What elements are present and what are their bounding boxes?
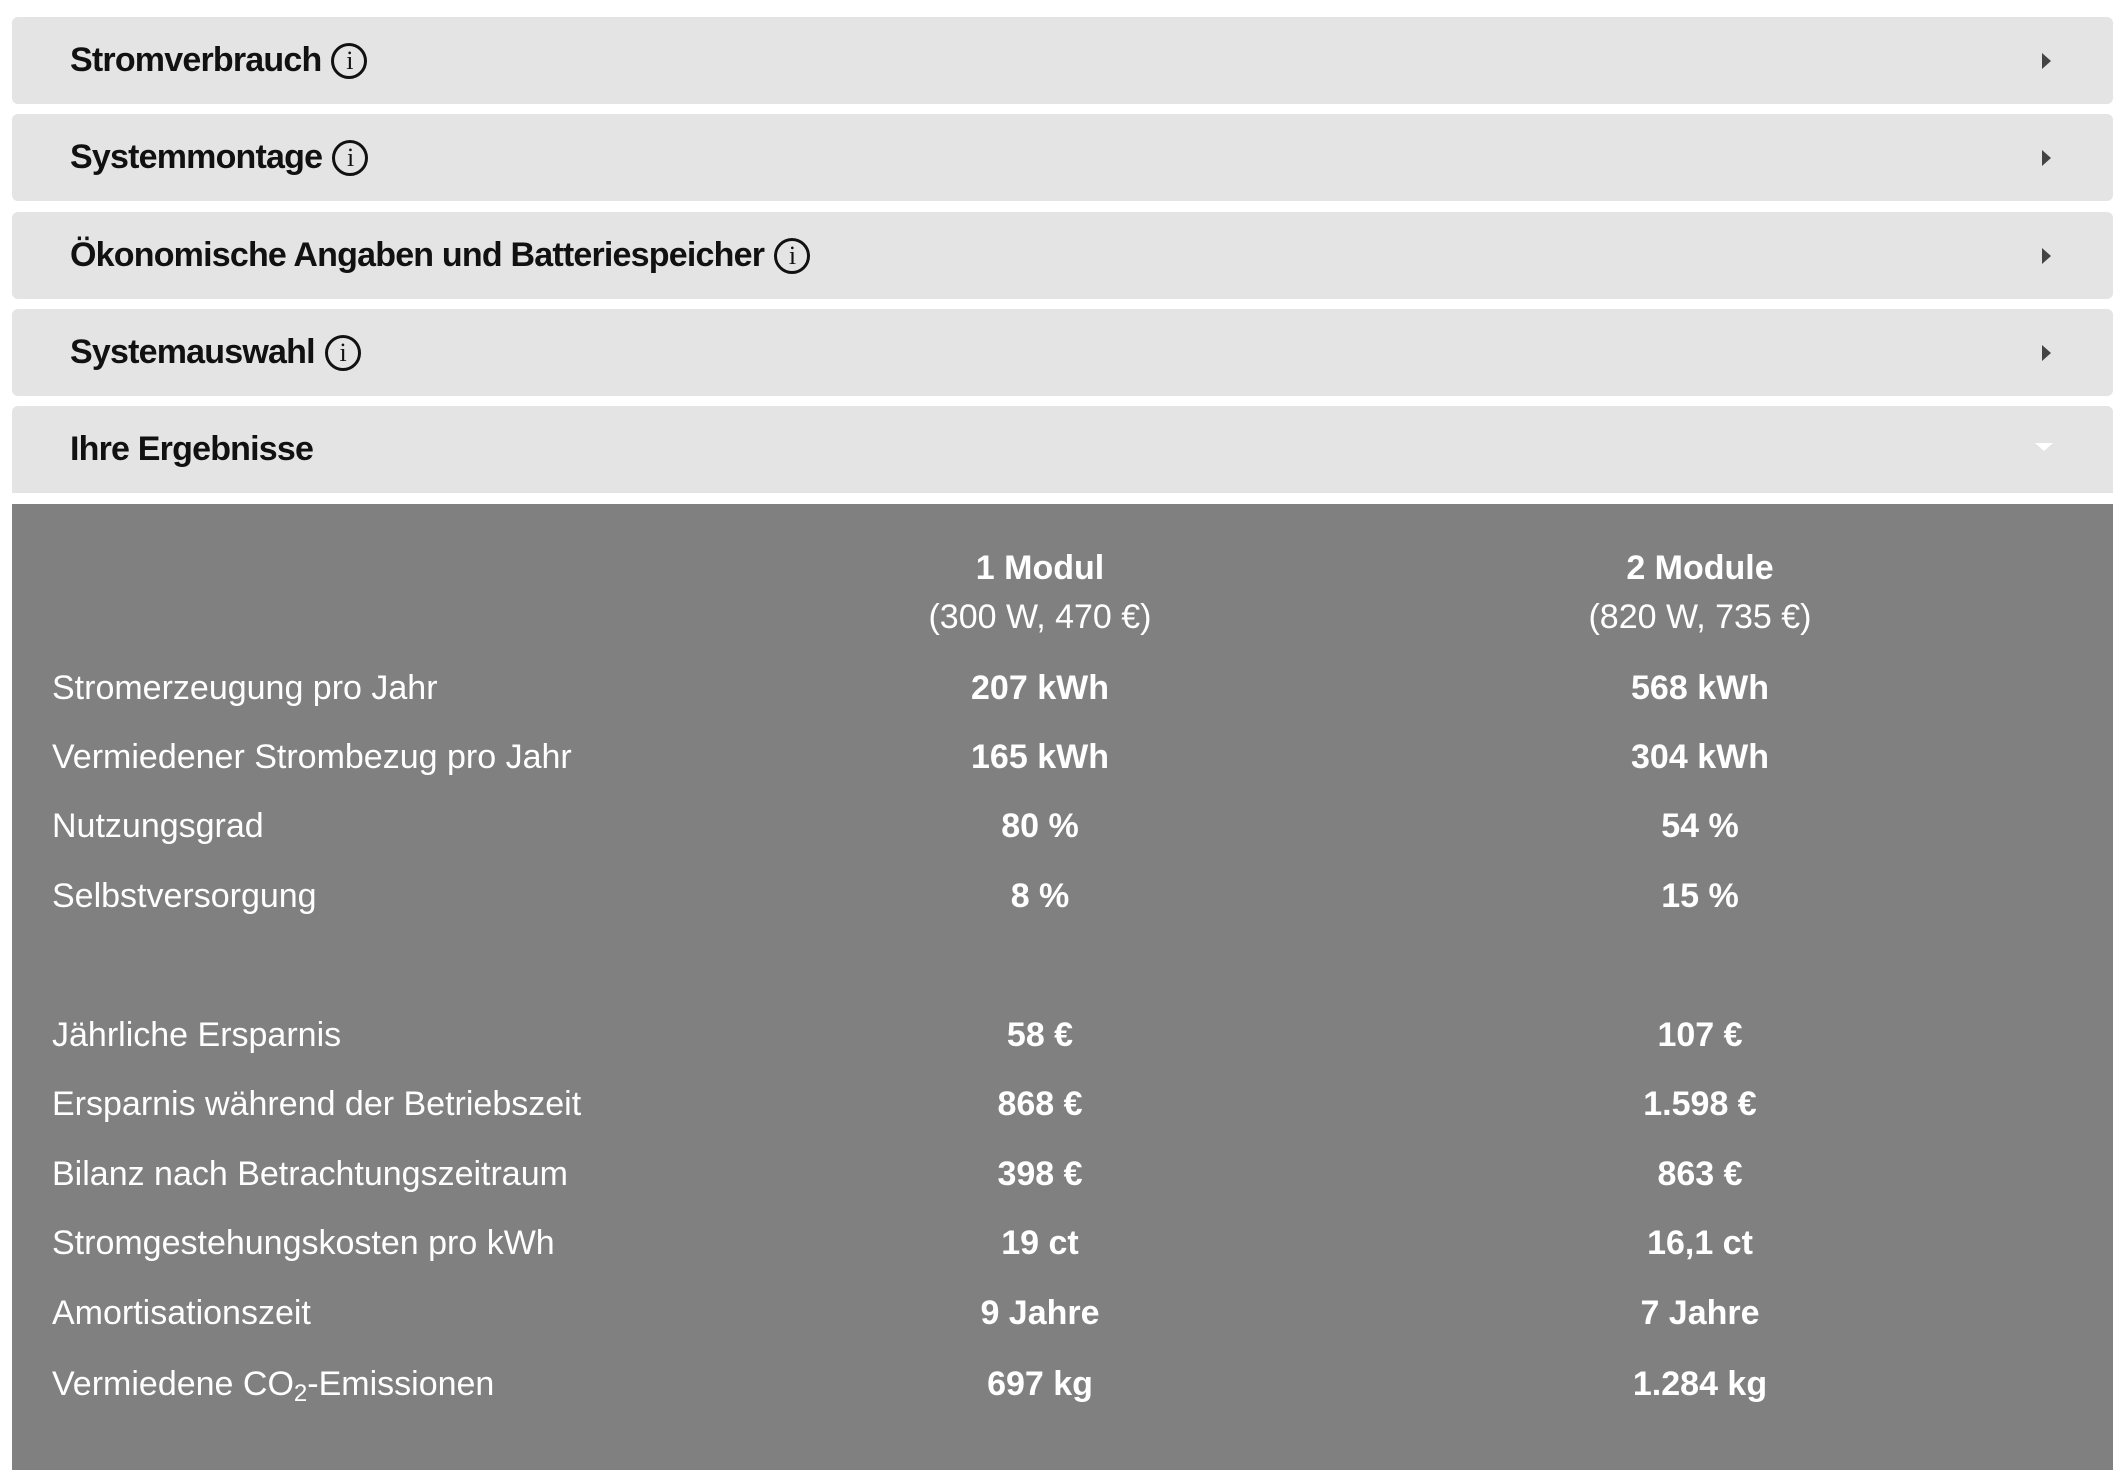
accordion-systemmontage[interactable]: Systemmontage i: [12, 114, 2113, 201]
row-label: Amortisationszeit: [52, 1294, 311, 1332]
accordion-ihre-ergebnisse[interactable]: Ihre Ergebnisse: [12, 406, 2113, 493]
caret-right-icon: [2042, 53, 2051, 69]
column-detail: (300 W, 470 €): [928, 598, 1152, 636]
results-table: 1 Modul (300 W, 470 €) 2 Module (820 W, …: [12, 504, 2113, 1470]
accordion-oekonomische-angaben[interactable]: Ökonomische Angaben und Batteriespeicher…: [12, 212, 2113, 299]
section-title: Ökonomische Angaben und Batteriespeicher…: [70, 212, 811, 299]
column-detail: (820 W, 735 €): [1588, 598, 1812, 636]
caret-right-icon: [2042, 150, 2051, 166]
section-title-text: Ihre Ergebnisse: [70, 430, 314, 468]
column-header-1-modul: 1 Modul (300 W, 470 €): [740, 544, 1340, 642]
value-1-modul: 9 Jahre: [980, 1294, 1100, 1332]
info-icon[interactable]: i: [332, 139, 369, 176]
table-row: Selbstversorgung 8 % 15 %: [12, 871, 2113, 921]
value-1-modul: 165 kWh: [971, 738, 1109, 776]
table-row: Amortisationszeit 9 Jahre 7 Jahre: [12, 1288, 2113, 1338]
table-row: Vermiedene CO2-Emissionen 697 kg 1.284 kg: [12, 1359, 2113, 1409]
info-icon[interactable]: i: [774, 237, 811, 274]
caret-down-icon: [2035, 443, 2053, 451]
column-name: 1 Modul: [975, 549, 1105, 587]
row-label: Nutzungsgrad: [52, 807, 264, 845]
table-row: Bilanz nach Betrachtungszeitraum 398 € 863…: [12, 1149, 2113, 1199]
value-2-module: 7 Jahre: [1640, 1294, 1760, 1332]
value-2-module: 863 €: [1657, 1155, 1743, 1193]
value-2-module: 1.284 kg: [1632, 1365, 1768, 1403]
section-title: Stromverbrauch i: [70, 17, 368, 104]
value-2-module: 304 kWh: [1631, 738, 1769, 776]
section-title: Ihre Ergebnisse: [70, 406, 314, 493]
table-row: Jährliche Ersparnis 58 € 107 €: [12, 1010, 2113, 1060]
table-row: Ersparnis während der Betriebszeit 868 € 1…: [12, 1079, 2113, 1129]
value-1-modul: 398 €: [997, 1155, 1083, 1193]
row-label: Vermiedener Strombezug pro Jahr: [52, 738, 572, 776]
row-label: Ersparnis während der Betriebszeit: [52, 1085, 582, 1123]
value-2-module: 1.598 €: [1643, 1085, 1757, 1123]
column-name: 2 Module: [1626, 549, 1774, 587]
value-2-module: 568 kWh: [1631, 669, 1769, 707]
row-label: Bilanz nach Betrachtungszeitraum: [52, 1155, 568, 1193]
row-label: Stromerzeugung pro Jahr: [52, 669, 438, 707]
value-1-modul: 80 %: [1001, 807, 1079, 845]
section-title-text: Ökonomische Angaben und Batteriespeicher: [70, 236, 765, 274]
table-row: Stromerzeugung pro Jahr 207 kWh 568 kWh: [12, 663, 2113, 713]
value-2-module: 107 €: [1657, 1016, 1743, 1054]
value-2-module: 54 %: [1661, 807, 1739, 845]
accordion-systemauswahl[interactable]: Systemauswahl i: [12, 309, 2113, 396]
value-1-modul: 58 €: [1006, 1016, 1074, 1054]
value-1-modul: 697 kg: [987, 1365, 1093, 1403]
column-header-2-module: 2 Module (820 W, 735 €): [1400, 544, 2000, 642]
label-part: Vermiedene CO: [52, 1365, 294, 1403]
table-row: Stromgestehungskosten pro kWh 19 ct 16,1 c…: [12, 1218, 2113, 1268]
row-label: Jährliche Ersparnis: [52, 1016, 342, 1054]
section-title-text: Systemmontage: [70, 138, 323, 176]
section-title-text: Stromverbrauch: [70, 41, 322, 79]
caret-right-icon: [2042, 248, 2051, 264]
value-2-module: 15 %: [1661, 877, 1739, 915]
section-title: Systemmontage i: [70, 114, 369, 201]
value-1-modul: 8 %: [1010, 877, 1070, 915]
section-title-text: Systemauswahl: [70, 333, 316, 371]
table-row: Nutzungsgrad 80 % 54 %: [12, 801, 2113, 851]
table-row: Vermiedener Strombezug pro Jahr 165 kWh 30…: [12, 732, 2113, 782]
label-subscript: 2: [293, 1380, 308, 1407]
row-label: Stromgestehungskosten pro kWh: [52, 1224, 555, 1262]
section-title: Systemauswahl i: [70, 309, 361, 396]
value-1-modul: 868 €: [997, 1085, 1083, 1123]
value-2-module: 16,1 ct: [1647, 1224, 1753, 1262]
info-icon[interactable]: i: [331, 42, 368, 79]
info-icon[interactable]: i: [324, 334, 361, 371]
caret-right-icon: [2042, 345, 2051, 361]
row-label: Selbstversorgung: [52, 877, 317, 915]
row-label: Vermiedene CO2-Emissionen: [52, 1359, 494, 1409]
label-part: -Emissionen: [307, 1365, 495, 1403]
accordion-stromverbrauch[interactable]: Stromverbrauch i: [12, 17, 2113, 104]
value-1-modul: 207 kWh: [971, 669, 1109, 707]
value-1-modul: 19 ct: [1001, 1224, 1079, 1262]
